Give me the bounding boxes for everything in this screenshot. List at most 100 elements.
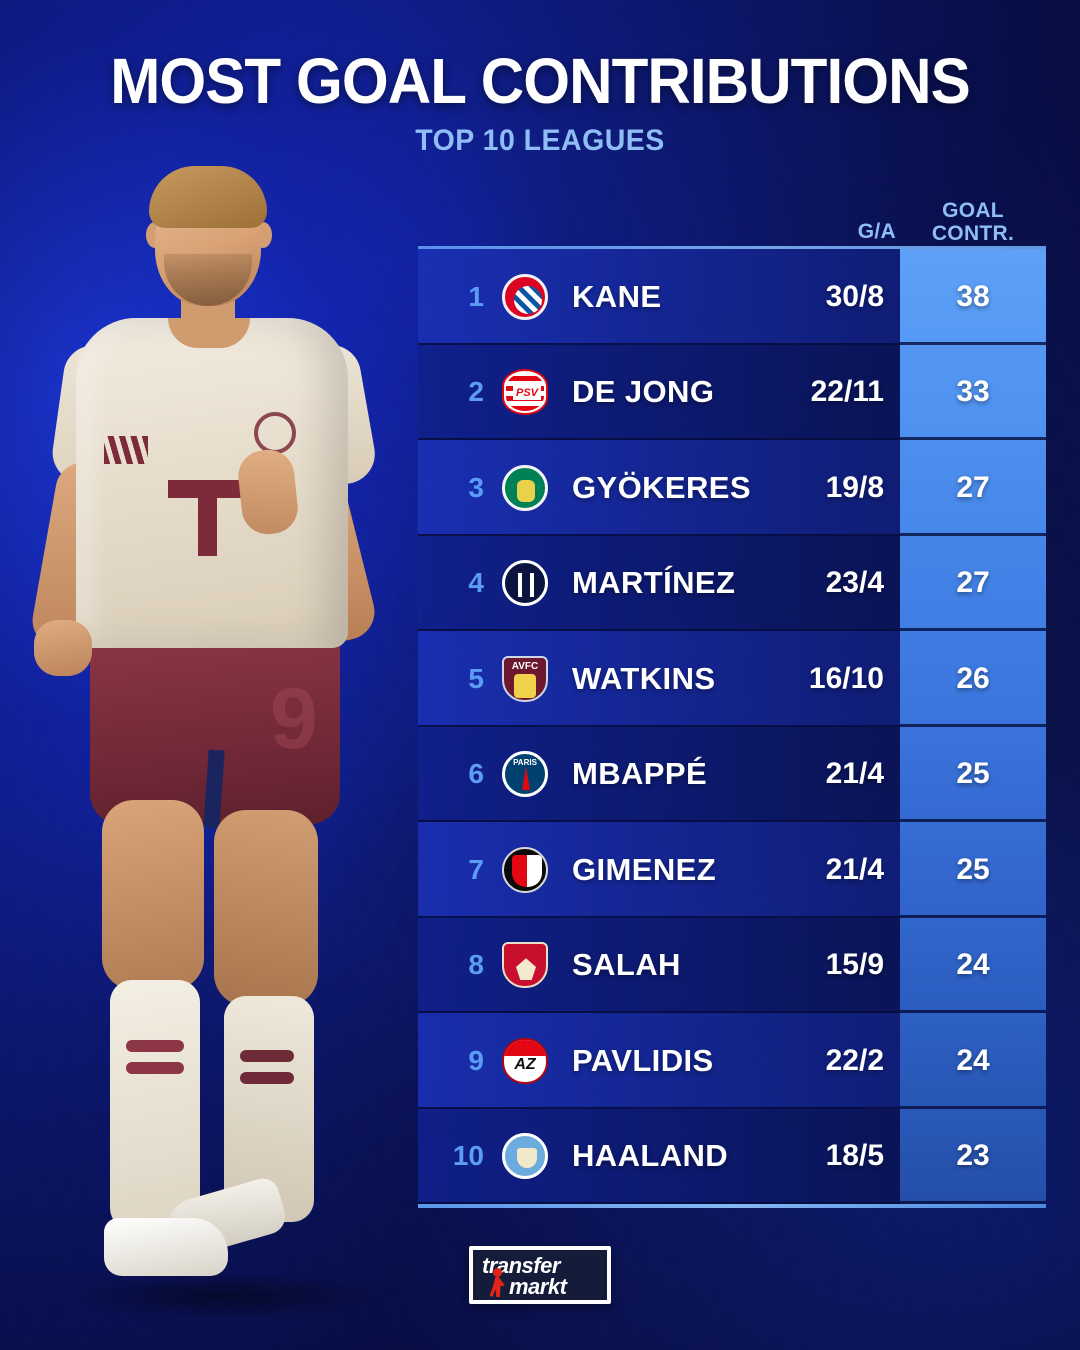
- player-name: KANE: [572, 278, 662, 314]
- sock-stripe: [126, 1062, 184, 1074]
- table-row[interactable]: 9 AZ PAVLIDIS 22/2 24: [418, 1013, 1046, 1109]
- player-name: PAVLIDIS: [572, 1042, 714, 1078]
- sock-stripe: [240, 1072, 294, 1084]
- rank-number: 6: [468, 758, 484, 790]
- player-hair: [149, 166, 267, 228]
- goals-assists-value: 23/4: [825, 566, 884, 600]
- goal-contributions-cell: 24: [900, 917, 1046, 1013]
- player-shadow: [58, 1272, 388, 1320]
- table-row[interactable]: 10 HAALAND 18/5 23: [418, 1108, 1046, 1204]
- table-row[interactable]: 3 GYÖKERES 19/8 27: [418, 440, 1046, 536]
- goal-contributions-cell: 27: [900, 440, 1046, 536]
- player-sock-left: [110, 980, 200, 1230]
- inter-milan-crest-icon: [502, 560, 548, 607]
- liverpool-crest-icon: [502, 942, 548, 989]
- goal-contributions-cell: 25: [900, 726, 1046, 822]
- sporting-cp-crest-icon: [502, 464, 548, 511]
- rank-number: 4: [468, 567, 484, 599]
- goal-contributions-value: 24: [956, 948, 990, 982]
- goals-assists-value: 16/10: [808, 661, 884, 695]
- manchester-city-crest-icon: [502, 1133, 548, 1180]
- goal-contributions-value: 27: [956, 566, 990, 600]
- goal-contributions-cell: 26: [900, 631, 1046, 727]
- goal-contributions-value: 27: [956, 470, 990, 504]
- bayern-shirt-crest-icon: [254, 412, 296, 454]
- goals-assists-value: 30/8: [825, 279, 884, 313]
- column-header-ga: G/A: [857, 220, 896, 243]
- table-row[interactable]: 4 MARTÍNEZ 23/4 27: [418, 535, 1046, 631]
- table-body: 1 KANE 30/8 38 2 PSV DE JONG 22/11 33: [418, 249, 1046, 1204]
- transfermarkt-logo: transfer markt: [469, 1246, 611, 1304]
- footballer-figure-icon: [487, 1268, 507, 1302]
- sock-stripe: [240, 1050, 294, 1062]
- player-name: GIMENEZ: [572, 851, 717, 887]
- goal-contributions-value: 23: [956, 1139, 990, 1173]
- player-thigh-right: [214, 810, 318, 1006]
- rank-number: 3: [468, 471, 484, 503]
- goal-contributions-value: 24: [956, 1043, 990, 1077]
- player-name: GYÖKERES: [572, 469, 751, 505]
- player-name: MARTÍNEZ: [572, 565, 736, 601]
- row-main: 3 GYÖKERES 19/8: [418, 440, 900, 536]
- table-row[interactable]: 7 GIMENEZ 21/4 25: [418, 822, 1046, 918]
- column-header-goal-contributions: GOAL CONTR.: [900, 199, 1046, 246]
- player-shirt-number: 9: [270, 671, 318, 767]
- goals-assists-value: 18/5: [825, 1139, 884, 1173]
- rank-number: 9: [468, 1044, 484, 1076]
- goals-assists-value: 21/4: [825, 852, 884, 886]
- row-main: 2 PSV DE JONG 22/11: [418, 344, 900, 440]
- feyenoord-crest-icon: [502, 846, 548, 893]
- column-header-goal-line1: GOAL: [942, 198, 1004, 222]
- player-name: SALAH: [572, 947, 681, 983]
- table-row[interactable]: 2 PSV DE JONG 22/11 33: [418, 344, 1046, 440]
- goal-contributions-cell: 27: [900, 535, 1046, 631]
- goals-assists-value: 22/2: [825, 1043, 884, 1077]
- rank-number: 1: [468, 280, 484, 312]
- adidas-stripes-icon: [104, 436, 148, 464]
- row-main: 5 AVFC WATKINS 16/10: [418, 631, 900, 727]
- psg-crest-icon: PARIS: [502, 751, 548, 798]
- row-main: 8 SALAH 15/9: [418, 917, 900, 1013]
- column-header-goal-line2: CONTR.: [931, 222, 1015, 246]
- rank-number: 5: [468, 662, 484, 694]
- goals-assists-value: 15/9: [825, 948, 884, 982]
- goal-contributions-value: 26: [956, 661, 990, 695]
- ranking-table: G/A GOAL CONTR. 1 KANE 30/8 38: [418, 186, 1046, 1208]
- rank-number: 8: [468, 949, 484, 981]
- goals-assists-value: 21/4: [825, 757, 884, 791]
- goal-contributions-cell: 23: [900, 1108, 1046, 1204]
- goal-contributions-value: 33: [956, 375, 990, 409]
- goal-contributions-value: 25: [956, 757, 990, 791]
- rank-number: 10: [452, 1140, 484, 1172]
- telekom-t-logo-icon: [168, 480, 246, 556]
- table-row[interactable]: 5 AVFC WATKINS 16/10 26: [418, 631, 1046, 727]
- logo-text-markt: markt: [509, 1274, 567, 1299]
- row-main: 7 GIMENEZ 21/4: [418, 822, 900, 918]
- player-name: WATKINS: [572, 660, 716, 696]
- player-thigh-left: [102, 800, 204, 990]
- goal-contributions-cell: 33: [900, 344, 1046, 440]
- player-name: HAALAND: [572, 1138, 729, 1174]
- player-collar: [168, 318, 250, 348]
- table-top-divider: [418, 246, 1046, 249]
- goal-contributions-value: 25: [956, 852, 990, 886]
- table-row[interactable]: 6 PARIS MBAPPÉ 21/4 25: [418, 726, 1046, 822]
- row-main: 10 HAALAND 18/5: [418, 1108, 900, 1204]
- rank-number: 7: [468, 853, 484, 885]
- psv-eindhoven-crest-icon: PSV: [502, 369, 548, 416]
- page-title: MOST GOAL CONTRIBUTIONS: [110, 45, 971, 117]
- row-main: 9 AZ PAVLIDIS 22/2: [418, 1013, 900, 1109]
- table-bottom-divider: [418, 1204, 1046, 1208]
- row-main: 6 PARIS MBAPPÉ 21/4: [418, 726, 900, 822]
- goal-contributions-value: 38: [956, 279, 990, 313]
- player-fist-left: [34, 620, 92, 676]
- rank-number: 2: [468, 376, 484, 408]
- table-row[interactable]: 1 KANE 30/8 38: [418, 249, 1046, 345]
- goal-contributions-cell: 38: [900, 249, 1046, 345]
- player-photo-harry-kane: 9: [18, 150, 438, 1330]
- goal-contributions-cell: 25: [900, 822, 1046, 918]
- goals-assists-value: 19/8: [825, 470, 884, 504]
- table-row[interactable]: 8 SALAH 15/9 24: [418, 917, 1046, 1013]
- row-main: 1 KANE 30/8: [418, 249, 900, 345]
